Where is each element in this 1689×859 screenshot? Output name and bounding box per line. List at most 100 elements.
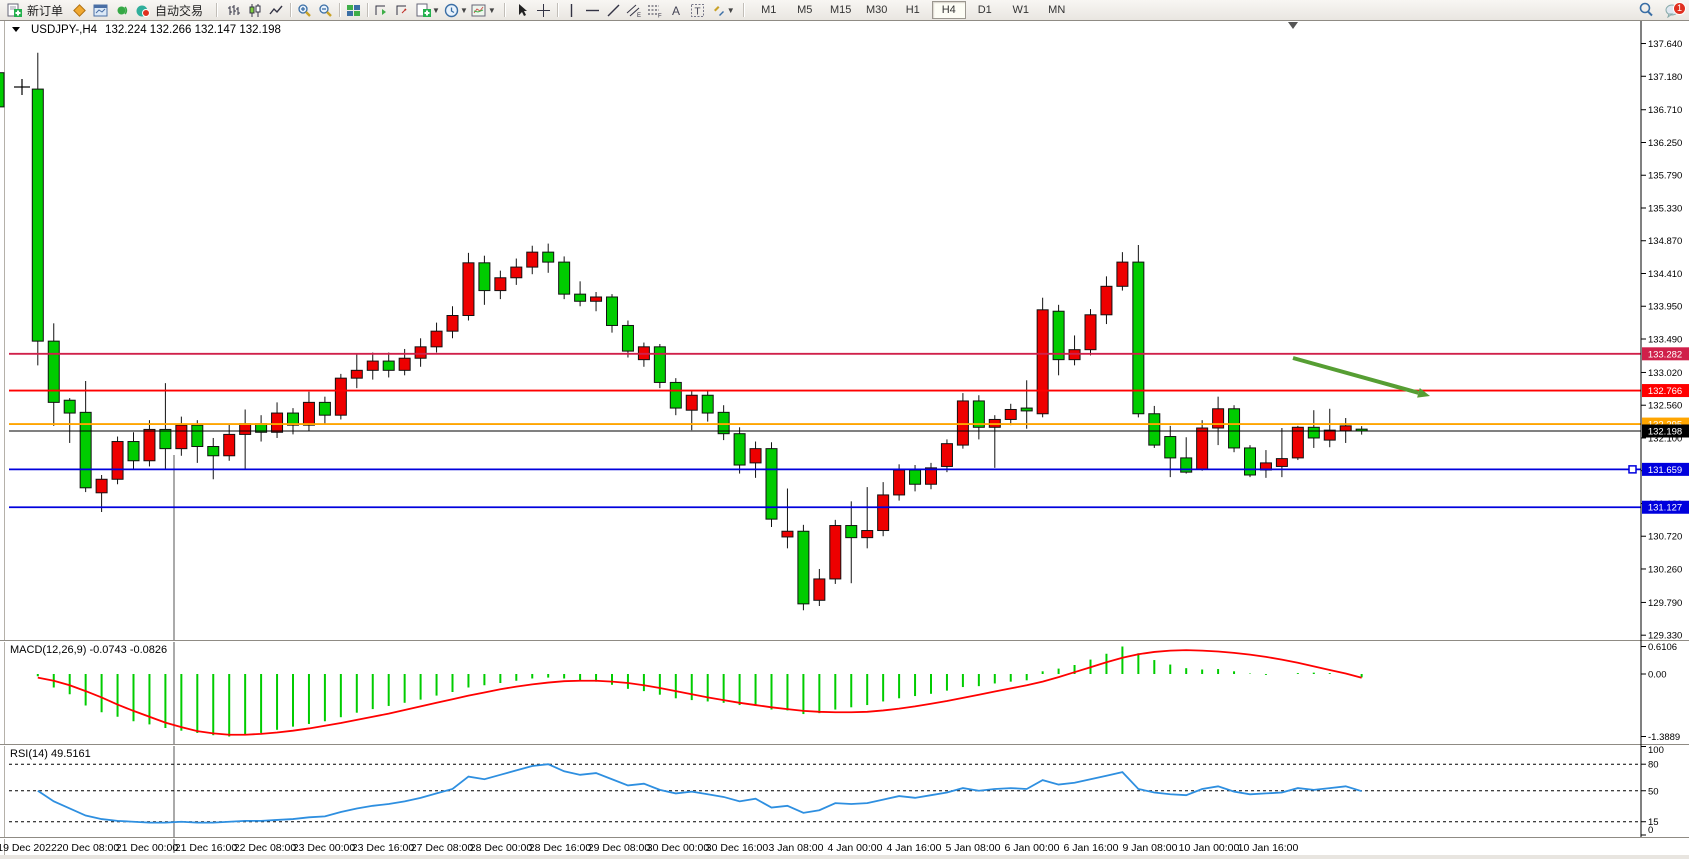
autotrade-label[interactable]: 自动交易 bbox=[155, 3, 204, 18]
equidistant-channel-icon[interactable]: E bbox=[624, 1, 645, 20]
candle-body[interactable] bbox=[685, 394, 698, 411]
candle-body[interactable] bbox=[1116, 261, 1129, 287]
candle-body[interactable] bbox=[318, 401, 331, 416]
bar-chart-icon[interactable] bbox=[224, 1, 245, 20]
candle-body[interactable] bbox=[1244, 447, 1256, 476]
candle-body[interactable] bbox=[1148, 413, 1161, 446]
new-order-label[interactable]: 新订单 bbox=[27, 3, 64, 18]
chart-title-bar[interactable]: USDJPY-,H4 132.224 132.266 132.147 132.1… bbox=[12, 24, 281, 36]
arrange-auto-icon[interactable] bbox=[371, 1, 392, 20]
candle-body[interactable] bbox=[813, 578, 826, 601]
candle-body[interactable] bbox=[95, 478, 108, 494]
period-clock-icon[interactable] bbox=[441, 1, 462, 20]
timeframe-h4[interactable]: H4 bbox=[931, 1, 966, 19]
trendline-icon[interactable] bbox=[603, 1, 624, 20]
candle-body[interactable] bbox=[669, 381, 682, 409]
cursor-icon[interactable] bbox=[512, 1, 533, 20]
candle-body[interactable] bbox=[1164, 436, 1177, 459]
candle-body[interactable] bbox=[382, 360, 395, 371]
trend-arrow[interactable] bbox=[1292, 356, 1419, 395]
candle-body[interactable] bbox=[207, 446, 220, 457]
tile-windows-icon[interactable] bbox=[343, 1, 364, 20]
candle-body[interactable] bbox=[1180, 457, 1193, 473]
candle-body[interactable] bbox=[717, 411, 730, 435]
indicator-cube-icon[interactable] bbox=[69, 1, 90, 20]
candle-body[interactable] bbox=[701, 394, 714, 414]
market-watch-icon[interactable] bbox=[90, 1, 111, 20]
candle-body[interactable] bbox=[1100, 285, 1113, 316]
template-icon[interactable] bbox=[469, 1, 490, 20]
arrange-shift-icon[interactable] bbox=[392, 1, 413, 20]
zoom-in-icon[interactable] bbox=[294, 1, 315, 20]
navigator-icon[interactable] bbox=[111, 1, 132, 20]
timeframe-m5[interactable]: M5 bbox=[797, 4, 813, 16]
candle-body[interactable] bbox=[1004, 408, 1017, 420]
candle-body[interactable] bbox=[1323, 429, 1336, 441]
add-indicator-icon[interactable] bbox=[413, 1, 434, 20]
candle-body[interactable] bbox=[1275, 458, 1288, 467]
candle-body[interactable] bbox=[1291, 426, 1304, 459]
candle-body[interactable] bbox=[302, 401, 315, 426]
arrows-caret-icon[interactable]: ▼ bbox=[726, 5, 735, 15]
timeframe-d1[interactable]: D1 bbox=[977, 4, 992, 16]
candle-body[interactable] bbox=[223, 433, 236, 457]
candle-body[interactable] bbox=[653, 346, 666, 383]
candle-body[interactable] bbox=[1052, 310, 1065, 361]
candle-body[interactable] bbox=[1036, 309, 1049, 415]
candle-body[interactable] bbox=[909, 469, 922, 485]
candle-body[interactable] bbox=[462, 262, 475, 317]
horizontal-line-icon[interactable] bbox=[582, 1, 603, 20]
template-caret-icon[interactable]: ▼ bbox=[487, 5, 496, 15]
candle-body[interactable] bbox=[159, 428, 172, 450]
trend-arrow-head[interactable] bbox=[1417, 387, 1430, 398]
candlestick-chart-icon[interactable] bbox=[245, 1, 266, 20]
add-indicator-caret-icon[interactable]: ▼ bbox=[432, 5, 440, 15]
candle-body[interactable] bbox=[606, 296, 618, 326]
candle-body[interactable] bbox=[558, 261, 571, 295]
candle-body[interactable] bbox=[940, 443, 953, 467]
timeframe-mn[interactable]: MN bbox=[1048, 4, 1066, 16]
candle-body[interactable] bbox=[877, 494, 890, 532]
candle-body[interactable] bbox=[925, 467, 937, 485]
candle-body[interactable] bbox=[510, 266, 523, 279]
candle-body[interactable] bbox=[845, 525, 858, 539]
timeframe-m15[interactable]: M15 bbox=[830, 4, 852, 16]
chart-menu-arrow-icon[interactable] bbox=[12, 26, 23, 34]
candle-body[interactable] bbox=[972, 400, 985, 428]
search-icon[interactable] bbox=[1635, 1, 1656, 20]
line-chart-icon[interactable] bbox=[266, 1, 287, 20]
candle-body[interactable] bbox=[366, 360, 379, 371]
candle-body[interactable] bbox=[861, 530, 874, 539]
candle-body[interactable] bbox=[1228, 408, 1241, 449]
candle-body[interactable] bbox=[829, 525, 842, 580]
candle-body[interactable] bbox=[79, 411, 92, 489]
candle-body[interactable] bbox=[127, 441, 140, 462]
candle-body[interactable] bbox=[621, 324, 634, 352]
candle-body[interactable] bbox=[271, 412, 284, 433]
candle-body[interactable] bbox=[47, 340, 60, 403]
candle-body[interactable] bbox=[781, 530, 794, 538]
autotrade-icon[interactable] bbox=[132, 1, 153, 20]
text-label-icon[interactable]: T bbox=[687, 1, 708, 20]
candle-body[interactable] bbox=[1212, 408, 1225, 429]
candle-body[interactable] bbox=[350, 369, 363, 379]
candle-body[interactable] bbox=[733, 433, 746, 466]
candle-body[interactable] bbox=[191, 424, 204, 448]
candle-body[interactable] bbox=[175, 424, 188, 450]
candle-body[interactable] bbox=[956, 400, 969, 446]
candle-body[interactable] bbox=[893, 469, 906, 496]
timeframe-w1[interactable]: W1 bbox=[1012, 4, 1029, 16]
level-handle[interactable] bbox=[1628, 465, 1637, 474]
zoom-out-icon[interactable] bbox=[315, 1, 336, 20]
candle-body[interactable] bbox=[31, 88, 44, 342]
candle-body[interactable] bbox=[797, 530, 810, 605]
candle-body[interactable] bbox=[430, 330, 443, 348]
candle-body[interactable] bbox=[542, 251, 555, 263]
candle-body[interactable] bbox=[446, 315, 459, 332]
candle-body[interactable] bbox=[63, 399, 76, 414]
arrows-tool-icon[interactable] bbox=[708, 1, 729, 20]
candle-body[interactable] bbox=[1084, 314, 1097, 351]
new-order-icon[interactable] bbox=[4, 1, 25, 20]
candle-body[interactable] bbox=[478, 262, 491, 292]
timeframe-m30[interactable]: M30 bbox=[866, 4, 888, 16]
